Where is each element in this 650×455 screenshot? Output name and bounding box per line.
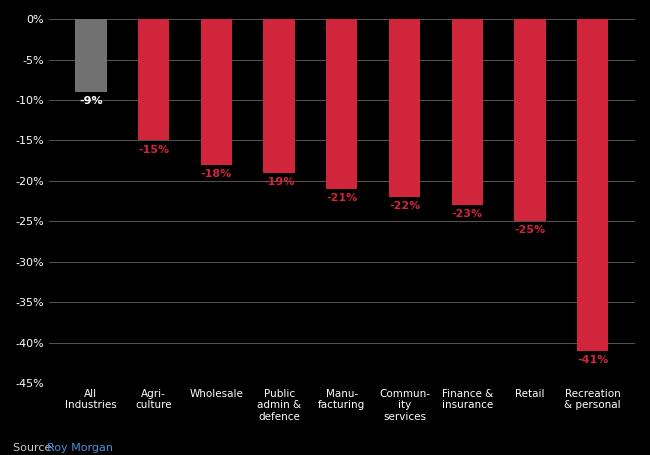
Text: -25%: -25%: [514, 225, 545, 235]
Text: -22%: -22%: [389, 201, 420, 211]
Text: -18%: -18%: [201, 169, 232, 179]
Text: -9%: -9%: [79, 96, 103, 106]
Bar: [577, 19, 608, 351]
Text: -41%: -41%: [577, 355, 608, 365]
Text: -23%: -23%: [452, 209, 483, 219]
Bar: [75, 19, 107, 92]
Text: -15%: -15%: [138, 145, 169, 155]
Bar: [389, 19, 420, 197]
Text: -19%: -19%: [263, 177, 295, 187]
Bar: [201, 19, 232, 165]
Text: -21%: -21%: [326, 193, 358, 203]
Bar: [514, 19, 545, 221]
Bar: [326, 19, 358, 189]
Text: Source:: Source:: [13, 443, 58, 453]
Bar: [452, 19, 483, 205]
Text: Roy Morgan: Roy Morgan: [47, 443, 113, 453]
Bar: [138, 19, 170, 141]
Bar: [263, 19, 294, 173]
